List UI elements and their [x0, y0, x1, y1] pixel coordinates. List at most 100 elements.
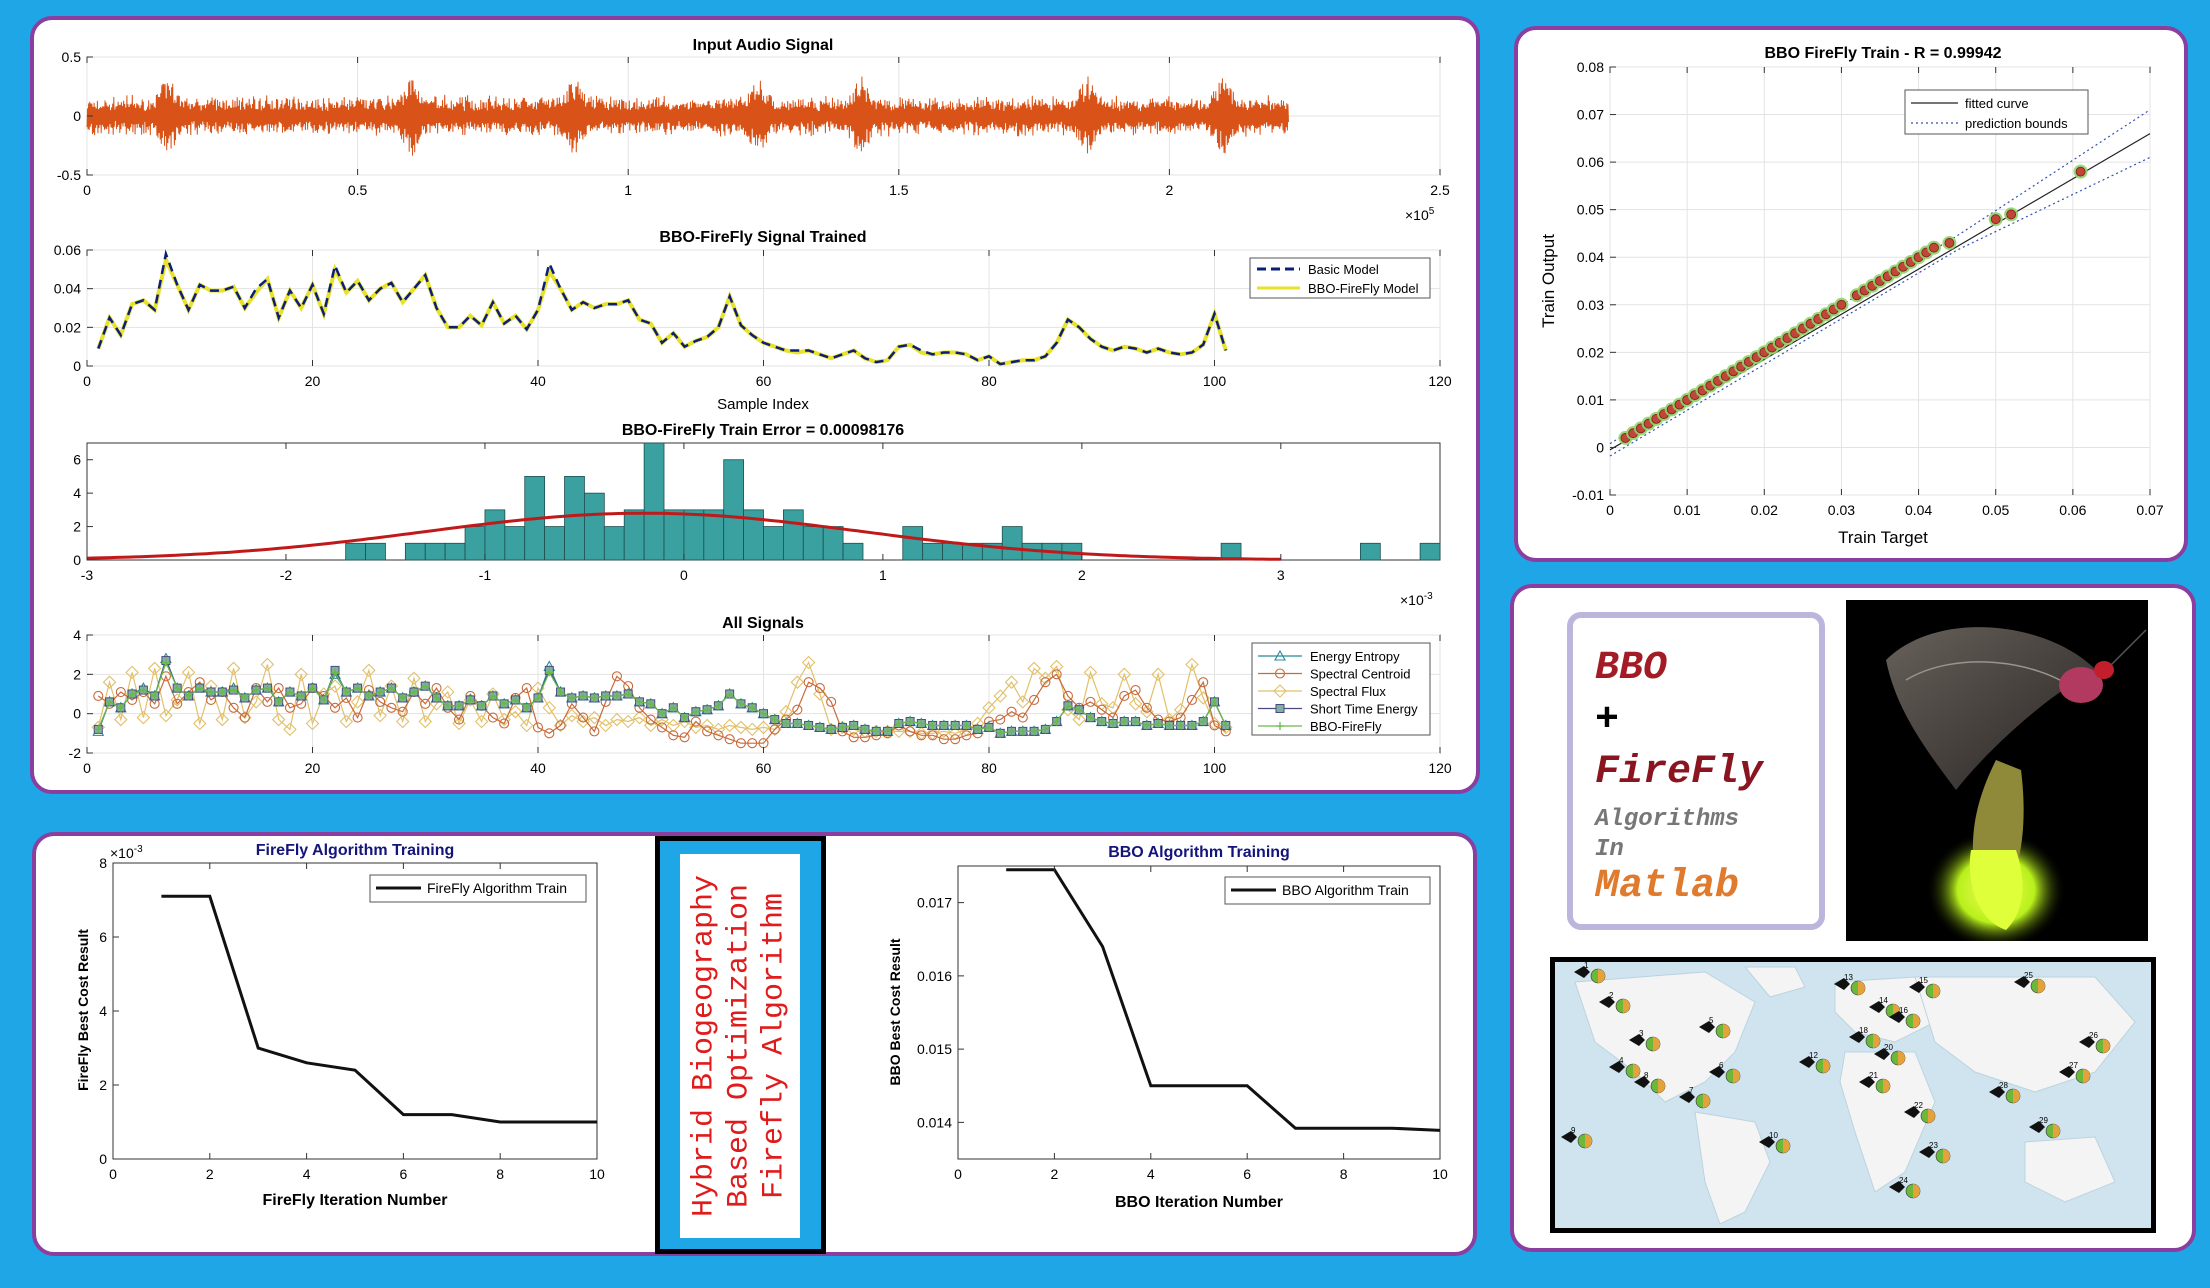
firefly-xlabel: FireFly Iteration Number [263, 1192, 448, 1209]
y-tick-label: 0 [99, 1151, 107, 1167]
series-marker [284, 702, 296, 713]
signal-series [94, 658, 1230, 738]
histogram-bar [942, 542, 963, 561]
map-animal-silhouette [2079, 1036, 2095, 1048]
series-marker [263, 684, 272, 693]
series-marker [1165, 721, 1174, 730]
audio-x-ticks: 0 0.5 1 1.5 2 2.5 [83, 57, 1450, 198]
series-marker [1109, 719, 1118, 728]
x-tick-label: 0.06 [2059, 502, 2086, 518]
series-marker [928, 721, 937, 730]
series-marker [545, 668, 554, 677]
card-matlab: Matlab [1595, 864, 1740, 909]
series-marker [273, 683, 284, 694]
series-marker [838, 723, 847, 732]
series-marker [1128, 697, 1143, 711]
map-animal-silhouette [1989, 1086, 2005, 1098]
series-marker [215, 712, 230, 727]
bbo-training-title: BBO Algorithm Training [1108, 844, 1290, 861]
series-marker [1007, 727, 1016, 736]
legend-label: BBO-FireFly [1310, 719, 1382, 734]
map-marker-label: 22 [1914, 1101, 1923, 1110]
data-point [1944, 238, 1955, 248]
series-marker [1151, 667, 1165, 682]
bbo-training-chart: BBO Algorithm Training 0 2 4 6 8 10 0.0170.01… [887, 844, 1448, 1211]
histogram-bar [802, 526, 824, 561]
series-marker [1018, 727, 1027, 736]
y-tick-label: 4 [73, 627, 81, 643]
series-marker [759, 709, 768, 718]
x-tick-label: 6 [1243, 1166, 1251, 1182]
series-marker [274, 697, 283, 706]
series-marker [565, 708, 579, 723]
series-marker [669, 703, 678, 712]
x-tick-label: 0.07 [2136, 502, 2163, 518]
y-tick-label: 0.04 [1577, 249, 1604, 265]
series-marker [375, 696, 386, 707]
x-tick-label: 0 [680, 567, 688, 583]
series-marker [939, 721, 948, 730]
map-marker-label: 6 [1719, 1061, 1724, 1070]
x-tick-label: 4 [303, 1166, 311, 1182]
y-tick-label: 0.02 [1577, 344, 1604, 360]
series-marker [703, 705, 712, 714]
error-chart: BBO-FireFly Train Error = 0.00098176 -3-… [73, 422, 1441, 608]
series-marker [658, 709, 667, 718]
series-marker [589, 726, 600, 737]
map-markers: 1234567891012131415161820212223242526272… [1561, 962, 2111, 1199]
bbo-training-axes [957, 865, 1441, 1160]
trained-xlabel: Sample Index [717, 396, 809, 413]
map-animal-silhouette [1834, 978, 1850, 990]
series-marker [487, 712, 498, 723]
series-marker [1075, 705, 1084, 714]
error-x-ticks: -3 -2 -1 0 1 2 3 [81, 443, 1285, 583]
series-marker [262, 696, 273, 707]
series-marker [1029, 694, 1040, 705]
algorithm-title-text: Hybrid Biogeography Based Optimization F… [687, 874, 792, 1218]
series-marker [147, 661, 162, 676]
y-tick-label: 6 [99, 929, 107, 945]
card-bbo: BBO [1595, 646, 1668, 691]
series-marker [961, 730, 972, 741]
series-marker [1120, 717, 1129, 726]
series-marker [906, 717, 915, 726]
histogram-bar [504, 526, 526, 561]
series-marker [666, 718, 681, 733]
series-marker [993, 689, 1008, 703]
map-animal-silhouette [1874, 1048, 1890, 1060]
map-marker-label: 18 [1859, 1026, 1868, 1035]
series-marker [93, 690, 104, 702]
series-marker [1221, 721, 1230, 730]
histogram-bar [444, 542, 466, 561]
series-marker [376, 688, 385, 697]
map-marker-label: 13 [1844, 973, 1853, 982]
series-marker [386, 702, 397, 713]
map-marker-label: 24 [1899, 1176, 1908, 1185]
map-marker-half [1703, 1094, 1710, 1108]
series-marker [782, 719, 791, 728]
audio-x-exponent: ×105 [1405, 206, 1435, 223]
y-tick-label: 0 [73, 552, 81, 568]
map-animal-silhouette [1609, 1061, 1625, 1073]
series-marker [860, 725, 869, 734]
map-marker-label: 5 [1709, 1016, 1714, 1025]
series-marker [1004, 675, 1019, 689]
data-point [1836, 299, 1847, 310]
firefly-ylabel: FireFly Best Cost Result [75, 929, 91, 1091]
x-tick-label: 2 [206, 1166, 214, 1182]
series-marker [590, 693, 599, 702]
series-marker [645, 714, 656, 725]
series-marker [1276, 722, 1284, 730]
histogram-bar [782, 509, 804, 561]
series-marker [534, 693, 542, 702]
series-marker [872, 727, 881, 736]
series-marker [373, 708, 387, 723]
series-marker [544, 728, 555, 739]
world-map: 1 2 3 4 5 6 7 8 9 10 12 13 14 15 16 18 20 21 22 23 24 25 26 27 2… [1550, 957, 2156, 1233]
series-marker [1049, 659, 1064, 674]
map-marker-label: 29 [2039, 1116, 2048, 1125]
series-marker [1117, 667, 1132, 682]
x-tick-label: 0.5 [348, 182, 368, 198]
map-marker-half [1585, 1134, 1592, 1148]
